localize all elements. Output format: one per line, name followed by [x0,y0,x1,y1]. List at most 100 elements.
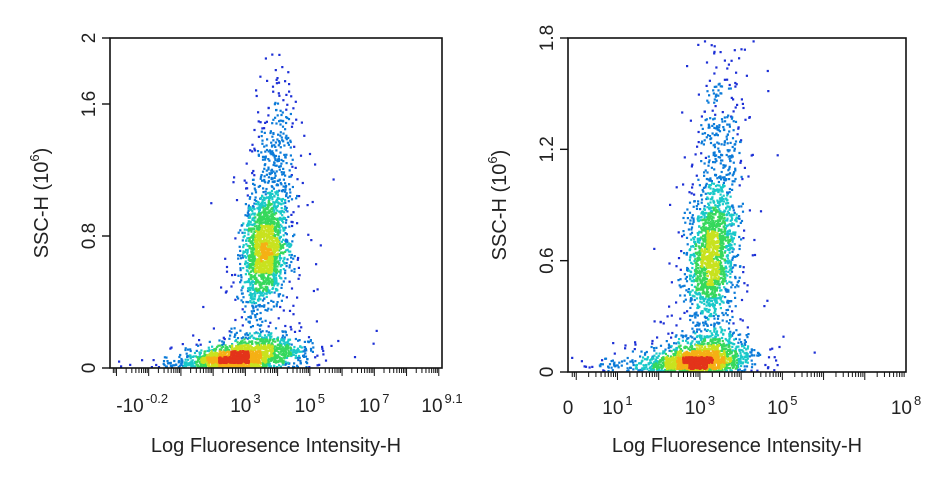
data-point [260,196,263,200]
data-point [268,215,271,218]
data-point [257,366,260,369]
data-point [686,310,689,313]
data-point [231,353,235,356]
data-point [635,363,638,367]
data-point [703,302,706,306]
data-point [304,347,307,350]
data-point [725,138,728,141]
data-point [275,349,278,352]
data-point [181,343,184,346]
data-point [264,358,267,361]
data-point [186,362,189,365]
data-point [257,208,260,211]
data-point [738,215,741,218]
data-point [225,270,229,273]
data-point [251,217,254,220]
data-point [746,353,749,356]
data-point [706,329,709,332]
data-point [250,274,253,277]
data-point [723,116,726,119]
data-point [286,345,289,349]
data-point [689,290,692,293]
data-point [650,345,653,349]
data-point [713,330,716,333]
data-point [673,342,676,345]
data-point [285,93,288,96]
data-point [223,349,226,352]
data-point [254,191,258,194]
data-point [186,355,189,359]
data-point [271,218,274,221]
data-point [196,356,199,359]
data-point [267,307,270,310]
data-point [198,351,201,354]
data-point [736,103,739,106]
data-point [282,356,285,359]
data-point [675,334,678,337]
data-point [273,203,276,207]
data-point [286,116,289,120]
data-point [276,289,279,292]
data-point [701,132,704,135]
data-point [259,334,262,338]
data-point [742,237,745,240]
data-point [211,345,214,348]
data-point [696,328,699,331]
data-point [248,279,251,282]
data-point [686,65,689,68]
data-point [241,286,244,289]
data-point [251,150,254,153]
data-point [237,297,240,300]
data-point [733,291,736,294]
data-point [282,309,285,312]
data-point [276,114,279,117]
data-point [732,223,735,226]
data-point [203,350,206,353]
data-point [242,246,245,249]
data-point [733,211,736,214]
data-point [270,347,273,350]
data-point [704,169,707,172]
data-point [279,244,282,247]
data-point [265,264,268,267]
data-point [240,316,243,319]
data-point [244,305,247,308]
data-point [275,184,278,187]
data-point [685,251,689,255]
data-point [274,158,277,161]
data-point [688,222,692,225]
data-point [254,341,257,344]
data-point [691,183,694,186]
data-point [289,243,293,246]
data-point [307,233,310,236]
data-point [277,230,280,233]
data-point [254,234,257,237]
data-point [200,355,204,358]
data-point [303,349,306,352]
data-point [253,255,256,258]
data-point [688,259,691,262]
data-point [271,212,274,215]
data-point [284,360,287,363]
data-point [234,333,237,336]
data-point [287,354,290,357]
data-point [321,347,324,350]
data-point [206,360,209,363]
data-point [276,102,280,105]
data-point [269,271,272,274]
data-point [267,302,270,305]
data-point [231,274,234,277]
data-point [255,221,258,224]
data-point [679,294,682,297]
data-point [263,167,266,170]
data-point [288,338,292,341]
data-point [273,180,276,183]
data-point [691,266,694,270]
data-point [290,220,293,223]
data-point [700,124,703,127]
data-point [713,126,716,129]
data-point [245,162,248,165]
data-point [197,344,200,347]
data-point [255,260,258,263]
data-point [707,101,710,104]
